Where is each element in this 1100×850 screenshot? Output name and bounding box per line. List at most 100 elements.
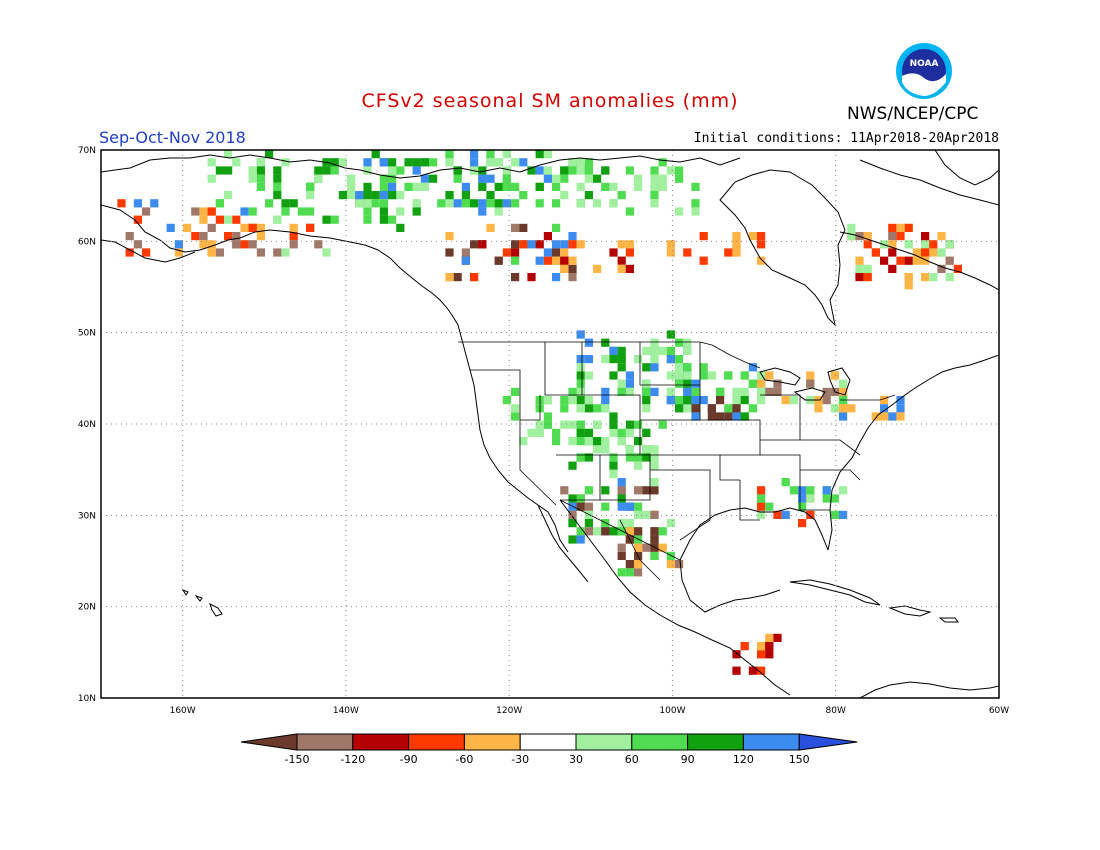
anomaly-cell bbox=[716, 387, 725, 396]
lon-label: 160W bbox=[170, 706, 196, 716]
anomaly-cell bbox=[420, 158, 429, 167]
anomaly-cell bbox=[552, 248, 561, 257]
anomaly-cell bbox=[691, 404, 700, 413]
anomaly-cell bbox=[904, 256, 913, 265]
lon-label: 100W bbox=[659, 706, 685, 716]
noaa-logo-icon: NOAA bbox=[896, 43, 952, 99]
anomaly-cell bbox=[732, 666, 741, 675]
anomaly-cell bbox=[658, 158, 667, 167]
anomaly-cell bbox=[306, 223, 315, 232]
anomaly-cell bbox=[560, 240, 569, 249]
anomaly-cell bbox=[535, 256, 544, 265]
anomaly-cell bbox=[543, 412, 552, 421]
anomaly-cell bbox=[798, 486, 807, 495]
anomaly-cell bbox=[658, 527, 667, 536]
anomaly-cell bbox=[396, 223, 405, 232]
anomaly-cell bbox=[314, 166, 323, 175]
anomaly-cell bbox=[576, 363, 585, 372]
anomaly-cell bbox=[650, 478, 659, 487]
anomaly-cell bbox=[658, 420, 667, 429]
anomaly-cell bbox=[478, 199, 487, 208]
anomaly-cell bbox=[511, 387, 520, 396]
anomaly-cell bbox=[535, 182, 544, 191]
anomaly-cell bbox=[666, 519, 675, 528]
anomaly-cell bbox=[773, 510, 782, 519]
anomaly-cell bbox=[314, 240, 323, 249]
anomaly-cell bbox=[470, 273, 479, 282]
anomaly-cell bbox=[806, 379, 815, 388]
anomaly-cell bbox=[666, 371, 675, 380]
anomaly-cell bbox=[798, 502, 807, 511]
legend-box bbox=[408, 733, 465, 751]
anomaly-cell bbox=[880, 396, 889, 405]
anomaly-cell bbox=[699, 371, 708, 380]
anomaly-cell bbox=[617, 256, 626, 265]
anomaly-cell bbox=[642, 428, 651, 437]
anomaly-cell bbox=[666, 355, 675, 364]
anomaly-cell bbox=[289, 232, 298, 241]
anomaly-cell bbox=[888, 232, 897, 241]
anomaly-cell bbox=[863, 240, 872, 249]
anomaly-cell bbox=[273, 191, 282, 200]
lon-label: 120W bbox=[496, 706, 522, 716]
anomaly-cell bbox=[593, 420, 602, 429]
anomaly-cell bbox=[543, 256, 552, 265]
anomaly-cell bbox=[732, 650, 741, 659]
lon-label: 140W bbox=[333, 706, 359, 716]
anomaly-cell bbox=[486, 158, 495, 167]
anomaly-cell bbox=[478, 166, 487, 175]
anomaly-cell bbox=[576, 502, 585, 511]
anomaly-cell bbox=[535, 166, 544, 175]
anomaly-cell bbox=[576, 330, 585, 339]
anomaly-cell bbox=[552, 273, 561, 282]
anomaly-cell bbox=[256, 223, 265, 232]
anomaly-cell bbox=[576, 420, 585, 429]
anomaly-cell bbox=[748, 404, 757, 413]
anomaly-cell bbox=[609, 412, 618, 421]
legend-arrow-left bbox=[240, 733, 298, 751]
anomaly-cell bbox=[642, 379, 651, 388]
anomaly-cell bbox=[880, 412, 889, 421]
anomaly-cell bbox=[461, 182, 470, 191]
anomaly-cell bbox=[896, 404, 905, 413]
anomaly-cell bbox=[552, 174, 561, 183]
anomaly-cell bbox=[412, 207, 421, 216]
anomaly-cell bbox=[617, 355, 626, 364]
anomaly-cell bbox=[322, 166, 331, 175]
anomaly-cell bbox=[658, 174, 667, 183]
anomaly-cell bbox=[888, 240, 897, 249]
anomaly-cell bbox=[617, 387, 626, 396]
anomaly-cell bbox=[896, 232, 905, 241]
anomaly-cell bbox=[847, 404, 856, 413]
anomaly-cell bbox=[634, 502, 643, 511]
anomaly-cell bbox=[568, 387, 577, 396]
anomaly-cell bbox=[880, 404, 889, 413]
logo-text: NOAA bbox=[910, 59, 939, 69]
anomaly-cell bbox=[642, 543, 651, 552]
anomaly-cell bbox=[494, 182, 503, 191]
anomaly-cell bbox=[330, 166, 339, 175]
anomaly-cell bbox=[511, 240, 520, 249]
anomaly-cell bbox=[617, 379, 626, 388]
anomaly-cell bbox=[584, 527, 593, 536]
anomaly-cell bbox=[625, 248, 634, 257]
anomaly-cell bbox=[445, 158, 454, 167]
anomaly-cell bbox=[617, 437, 626, 446]
lat-label: 70N bbox=[78, 146, 96, 156]
anomaly-cell bbox=[511, 158, 520, 167]
anomaly-cell bbox=[609, 199, 618, 208]
anomaly-cell bbox=[617, 543, 626, 552]
lat-label: 50N bbox=[78, 329, 96, 339]
anomaly-cell bbox=[617, 502, 626, 511]
anomaly-cell bbox=[683, 248, 692, 257]
anomaly-cell bbox=[584, 166, 593, 175]
anomaly-cell bbox=[634, 355, 643, 364]
anomaly-cell bbox=[461, 191, 470, 200]
season-label: Sep-Oct-Nov 2018 bbox=[99, 128, 246, 147]
anomaly-cell bbox=[338, 191, 347, 200]
legend-box bbox=[575, 733, 633, 751]
anomaly-cell bbox=[921, 240, 930, 249]
anomaly-cell bbox=[248, 166, 257, 175]
anomaly-cell bbox=[355, 191, 364, 200]
anomaly-cell bbox=[765, 633, 774, 642]
